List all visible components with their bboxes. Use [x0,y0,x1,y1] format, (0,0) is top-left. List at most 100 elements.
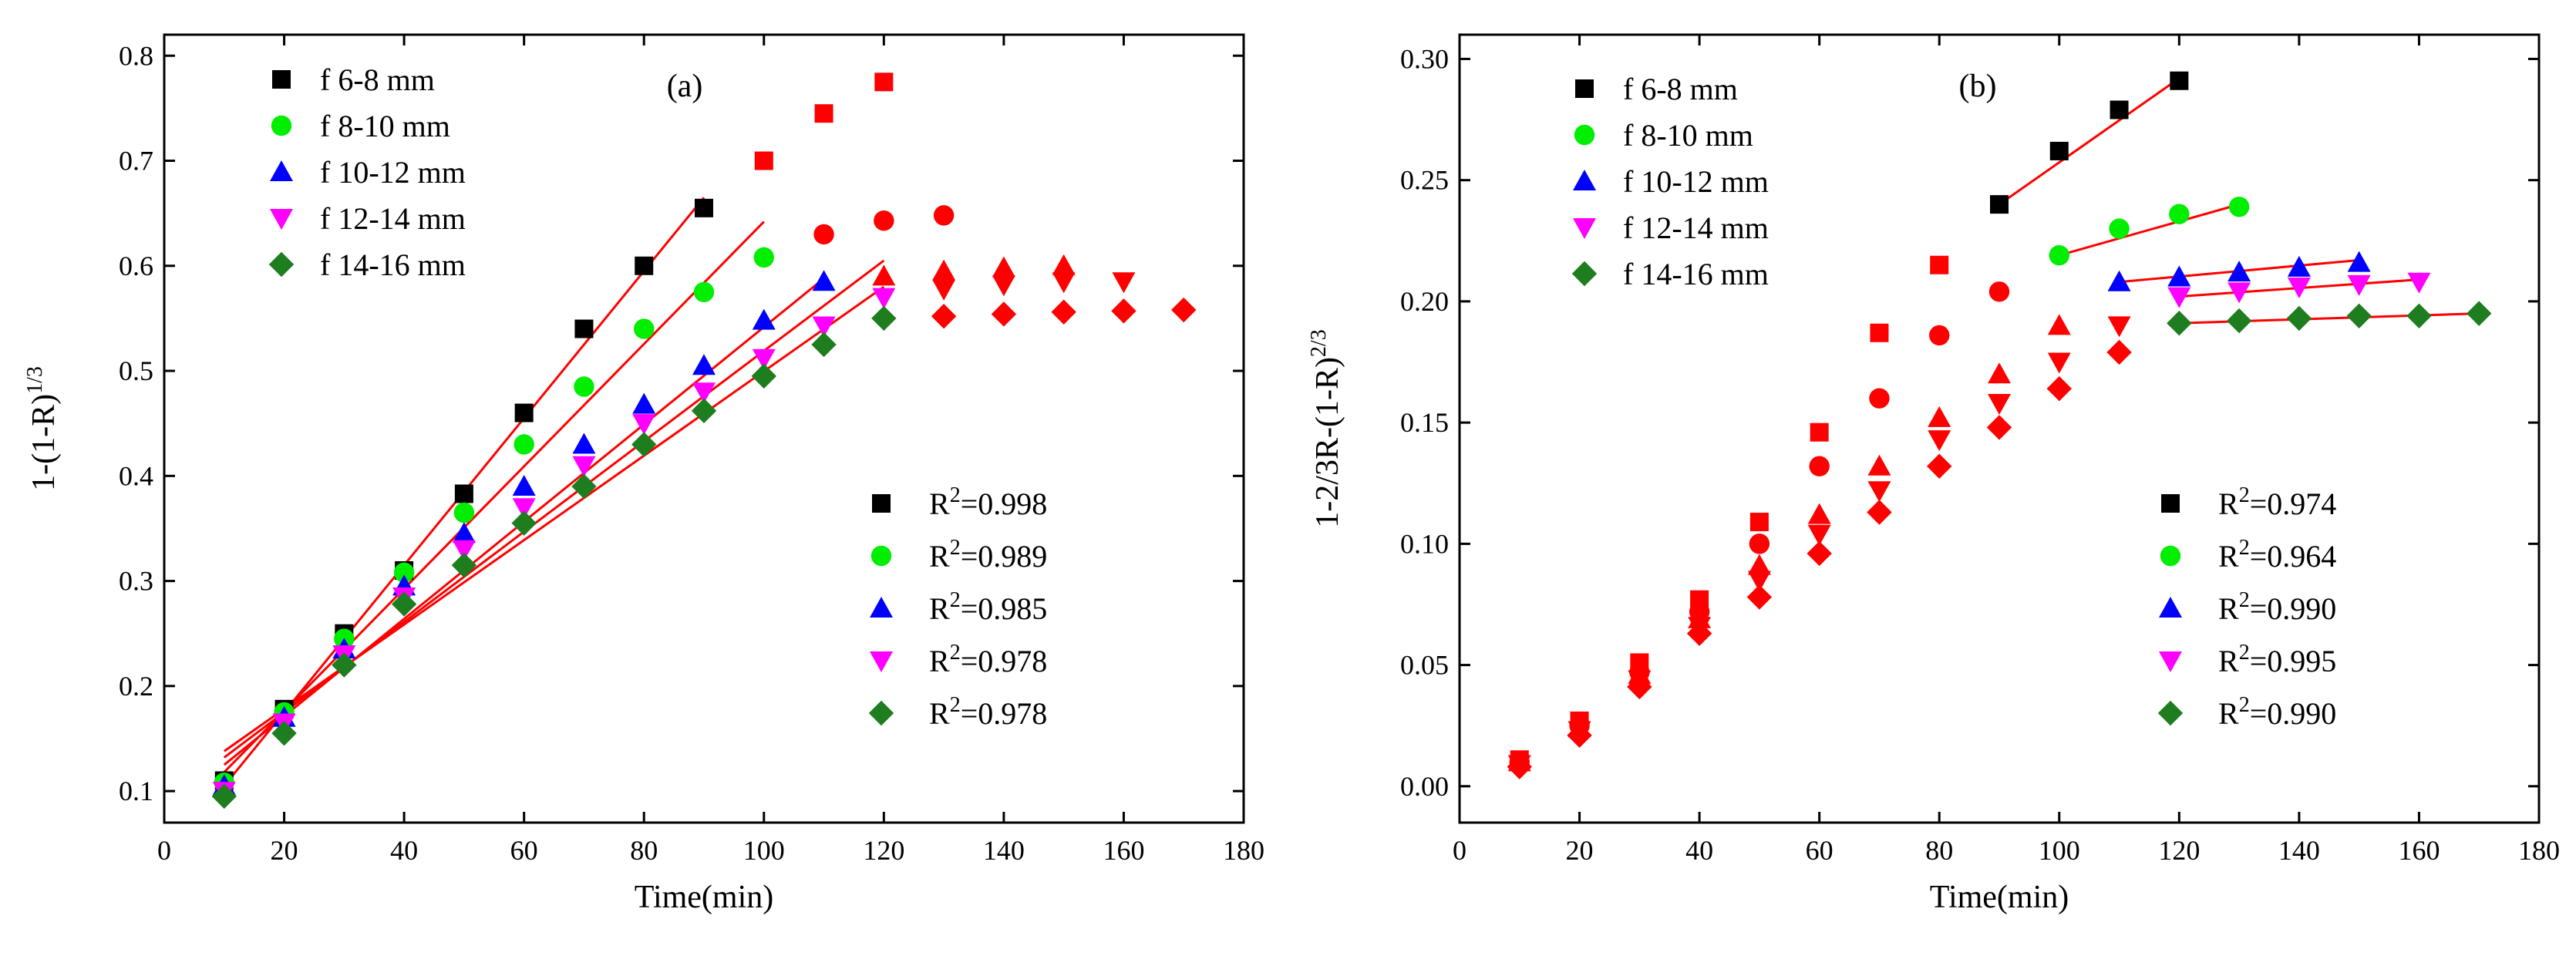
data-point [753,247,774,268]
x-tick-label: 100 [743,835,785,866]
y-tick-label: 0.8 [119,40,153,71]
data-point [752,308,776,330]
data-point [2406,303,2432,328]
fit-line [2059,203,2240,257]
data-point [451,552,477,578]
data-point [2046,375,2072,402]
data-point [1869,388,1890,409]
x-tick-label: 160 [1103,835,1144,866]
data-point [1052,272,1076,294]
data-point [2169,204,2190,224]
data-point [2286,305,2312,332]
data-point [752,348,776,370]
data-point [1747,571,1771,592]
data-point [572,456,596,477]
data-point [872,264,896,286]
data-point [571,473,597,500]
data-point [2110,100,2129,119]
data-point [692,382,716,404]
data-point [812,270,836,291]
legend-marker [1573,170,1596,190]
plot-frame [1458,33,2541,824]
x-tick-label: 60 [510,835,538,866]
data-point [2228,197,2250,217]
data-point [1749,533,1770,554]
y-tick-label: 0.4 [119,460,153,491]
legend-label: f 10-12 mm [320,155,466,190]
data-point [514,403,534,422]
y-tick-label: 0.25 [1400,165,1449,196]
r2-marker [872,494,891,513]
data-point [2467,301,2492,326]
r2-marker [870,651,893,672]
panel-label: (a) [667,69,703,104]
data-point [874,72,894,92]
x-tick-label: 180 [2518,835,2560,866]
y-tick-label: 0.5 [119,355,153,386]
data-point [1930,255,1949,274]
data-point [813,224,834,245]
data-point [1927,453,1952,479]
x-tick-label: 0 [1453,835,1466,866]
x-tick-label: 20 [1566,835,1594,866]
r2-label: R2=0.978 [929,641,1047,678]
data-point [933,205,955,226]
data-point [693,281,715,303]
data-point [453,502,475,523]
data-point [991,301,1017,327]
data-point [572,433,596,454]
data-point [511,510,537,536]
data-point [1809,456,1830,476]
data-point [391,591,417,617]
legend-marker [272,70,291,89]
legend-label: f 8-10 mm [320,109,450,143]
data-point [2407,272,2431,294]
data-point [2287,255,2311,277]
data-point [1867,500,1892,525]
r2-marker [2159,651,2182,672]
r2-label: R2=0.989 [929,536,1047,574]
fit-line [1999,77,2180,206]
data-point [1929,325,1950,346]
legend-label: f 6-8 mm [320,62,435,97]
data-point [932,259,956,281]
data-point [631,432,657,457]
x-tick-label: 160 [2398,835,2440,866]
x-axis-label: Time(min) [635,880,773,915]
data-point [812,316,836,338]
data-point [452,540,476,561]
r2-marker [868,700,894,726]
x-tick-label: 40 [390,835,418,866]
data-point [1052,254,1076,275]
data-point [454,484,473,503]
data-point [1810,422,1829,442]
data-point [691,398,717,424]
data-point [574,376,594,397]
y-tick-label: 0.00 [1400,771,1449,802]
fit-line [223,259,885,759]
r2-label: R2=0.998 [929,483,1047,521]
data-point [2167,265,2191,287]
data-point [1928,430,1951,452]
data-point [1112,272,1136,294]
data-point [2170,71,2189,90]
data-point [1986,415,2012,440]
legend-marker [270,209,293,230]
data-point [751,363,776,389]
data-point [2346,303,2372,328]
data-point [1988,362,2011,384]
y-tick-label: 0.10 [1400,528,1449,559]
y-tick-label: 0.6 [119,251,153,281]
legend-marker [270,160,293,181]
data-point [2227,261,2251,282]
y-tick-label: 0.05 [1400,650,1449,681]
legend-label: f 12-14 mm [320,201,466,236]
data-point [1990,195,2009,214]
fit-line [223,285,885,752]
x-tick-label: 120 [2158,835,2200,866]
data-point [2167,311,2192,336]
data-point [811,332,837,358]
x-tick-label: 140 [2278,835,2320,866]
y-axis-label: 1-(1-R)1/3 [23,366,62,491]
